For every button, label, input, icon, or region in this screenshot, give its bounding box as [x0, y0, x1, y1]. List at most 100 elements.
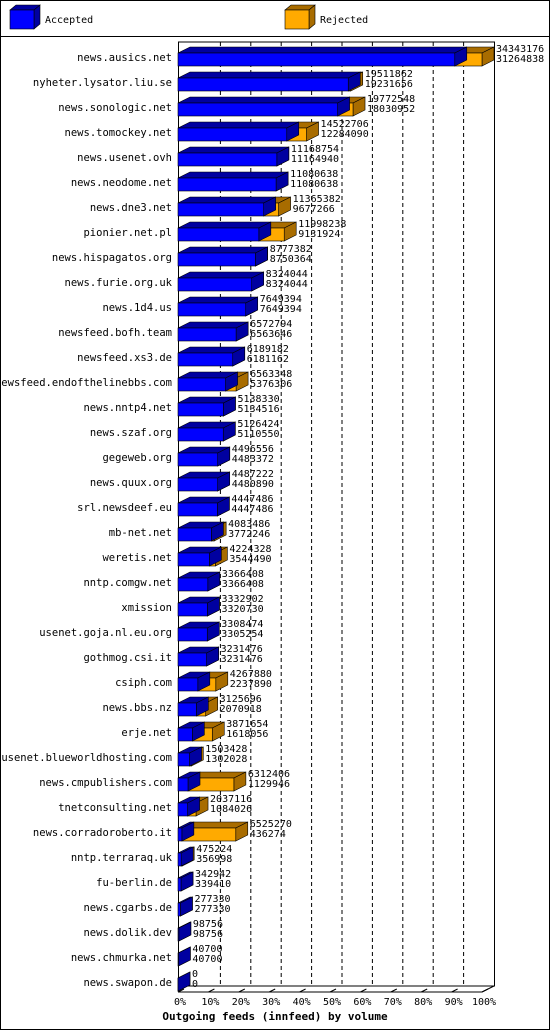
bar-front: [177, 552, 210, 567]
bar: [177, 671, 211, 692]
bar-top: [177, 96, 350, 104]
value-label: 6189182: [247, 344, 289, 355]
bar: [177, 971, 191, 992]
bar-front: [177, 77, 349, 92]
value-label: 4447486: [231, 494, 273, 505]
value-label: 18030952: [367, 104, 415, 115]
value-label: 3320730: [222, 604, 264, 615]
x-tick-label: 100%: [472, 997, 496, 1008]
bar-front: [177, 477, 218, 492]
bar: [177, 396, 236, 417]
value-label: 342942: [195, 869, 231, 880]
bar-front: [177, 352, 234, 367]
bar: [177, 421, 236, 442]
value-label: 5110550: [237, 429, 279, 440]
bar-top: [177, 46, 467, 54]
x-tick-label: 10%: [201, 997, 219, 1008]
value-label: 1129946: [248, 779, 290, 790]
value-label: 34343176: [496, 44, 544, 55]
bar: [177, 146, 290, 167]
value-label: 11080638: [290, 179, 338, 190]
legend-item: Accepted: [9, 4, 93, 30]
bar-front: [177, 452, 218, 467]
value-label: 11168754: [291, 144, 339, 155]
y-tick-label: gegeweb.org: [102, 452, 172, 464]
y-tick-label: news.cgarbs.de: [83, 902, 172, 914]
bar-front: [177, 677, 199, 692]
value-label: 1084026: [210, 804, 252, 815]
bar-front: [177, 302, 247, 317]
bar: [177, 696, 209, 717]
bar: [177, 946, 191, 967]
value-label: 8777382: [270, 244, 312, 255]
value-label: 4487222: [232, 469, 274, 480]
legend-item: Rejected: [284, 4, 368, 30]
bar: [177, 271, 264, 292]
value-label: 5126424: [237, 419, 279, 430]
y-tick-label: fu-berlin.de: [96, 877, 172, 889]
value-label: 1618056: [226, 729, 268, 740]
y-tick-label: erje.net: [121, 727, 172, 739]
y-tick-label: news.1d4.us: [102, 302, 172, 314]
x-tick: [451, 988, 458, 993]
bar-top: [177, 196, 276, 204]
bar-segment: [181, 821, 249, 842]
bar-front: [177, 227, 260, 242]
bar-front: [177, 202, 264, 217]
bar-top: [177, 146, 289, 154]
bar-front: [177, 177, 277, 192]
y-tick-label: news.cmpublishers.com: [39, 777, 172, 789]
bar-front: [177, 702, 197, 717]
x-tick: [208, 988, 215, 993]
value-label: 6181162: [247, 354, 289, 365]
bar: [177, 221, 272, 242]
value-label: 40700: [192, 944, 222, 955]
value-label: 5134516: [237, 404, 279, 415]
bar-front: [177, 602, 208, 617]
x-tick-label: 40%: [293, 997, 311, 1008]
bar-front: [177, 877, 182, 892]
x-tick: [299, 988, 306, 993]
x-tick-label: 60%: [353, 997, 371, 1008]
y-tick-label: news.bbs.nz: [102, 702, 172, 714]
bar-top: [177, 171, 289, 179]
value-label: 3305254: [221, 629, 263, 640]
bar-front: [177, 902, 181, 917]
bar: [177, 621, 220, 642]
value-label: 4267880: [230, 669, 272, 680]
x-tick: [177, 988, 185, 993]
value-label: 12284090: [321, 129, 369, 140]
bar-front: [177, 752, 190, 767]
value-label: 4496556: [232, 444, 274, 455]
bar: [177, 346, 246, 367]
bar: [177, 646, 219, 667]
bar: [177, 121, 300, 142]
y-tick-label: mb-net.net: [109, 527, 172, 539]
y-tick-label: news.tomockey.net: [65, 127, 172, 139]
bar: [177, 596, 220, 617]
bar: [177, 821, 195, 842]
bar: [177, 371, 238, 392]
y-tick-label: news.dolik.dev: [83, 927, 172, 939]
value-label: 1503428: [205, 744, 247, 755]
value-label: 3366408: [222, 579, 264, 590]
x-tick: [238, 988, 246, 993]
bar-front: [177, 377, 226, 392]
bar: [177, 871, 194, 892]
y-tick-label: weretis.net: [102, 552, 172, 564]
value-label: 3772246: [228, 529, 270, 540]
bar: [177, 471, 230, 492]
bar-front: [177, 402, 224, 417]
x-tick-label: 30%: [262, 997, 280, 1008]
value-label: 356998: [196, 854, 232, 865]
bar-top: [177, 296, 258, 304]
bar-front: [177, 652, 207, 667]
value-label: 19511862: [365, 69, 413, 80]
bar-front: [177, 277, 252, 292]
y-tick-label: usenet.blueworldhosting.com: [1, 752, 172, 764]
y-tick-label: news.nntp4.net: [83, 402, 172, 414]
y-tick-label: csiph.com: [115, 677, 172, 689]
value-label: 4083486: [228, 519, 270, 530]
bar: [177, 796, 200, 817]
bar: [177, 721, 205, 742]
